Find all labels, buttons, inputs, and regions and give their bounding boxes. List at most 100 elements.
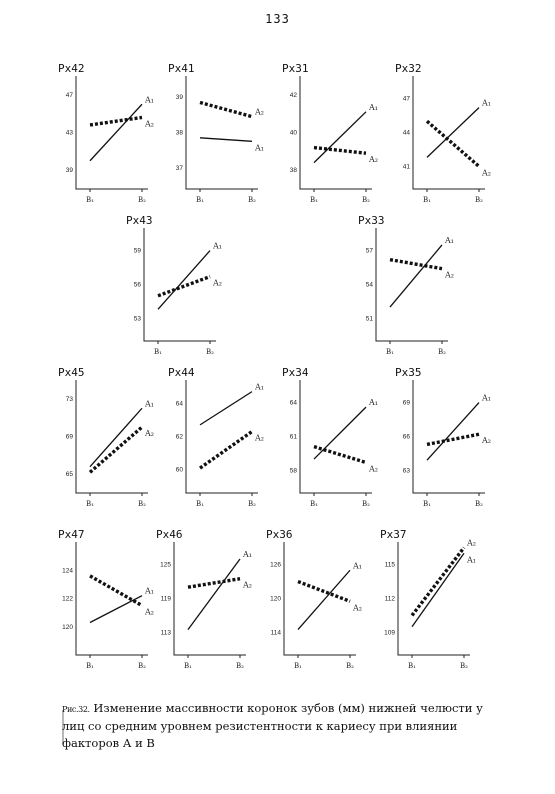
y-tick-label: 65	[66, 471, 74, 478]
y-tick-label: 38	[176, 130, 184, 137]
series-label: A₁	[144, 399, 154, 408]
series-label: A₂	[144, 119, 154, 128]
x-tick-label: B₂	[138, 196, 146, 204]
y-tick-label: 61	[290, 434, 298, 441]
axes	[412, 380, 485, 494]
x-tick-label: B₁	[86, 196, 94, 204]
series-label: A₁	[212, 242, 222, 251]
x-tick-label: B₁	[196, 196, 204, 204]
series-line-a1	[313, 111, 367, 164]
series-line-a2	[187, 577, 241, 589]
series-line-a2	[89, 574, 143, 608]
chart-title: Px34	[282, 366, 309, 379]
chart-title: Px44	[168, 366, 195, 379]
chart-title: Px36	[266, 528, 293, 541]
axes	[75, 380, 148, 494]
axes	[283, 542, 356, 656]
chart-px44: Px44 64 62 60 B₁ B₂ A₁ A₂	[168, 366, 280, 516]
series-line-a1	[89, 103, 143, 162]
caption-prefix: Рис.32.	[62, 705, 90, 714]
axes	[75, 76, 148, 190]
x-tick-label: B₂	[346, 662, 354, 670]
chart-plot: 64 61 58 B₁ B₂ A₁ A₂	[290, 380, 378, 508]
series-line-a1	[426, 107, 480, 158]
chart-plot: 47 43 39 B₁ B₂ A₁ A₂	[66, 76, 154, 204]
series-line-a1	[187, 558, 241, 630]
series-line-a1	[313, 406, 367, 460]
chart-title: Px32	[395, 62, 422, 75]
series-line-a2	[313, 445, 367, 465]
chart-px32: Px32 47 44 41 B₁ B₂ A₁ A₂	[395, 62, 507, 212]
chart-plot: 47 44 41 B₁ B₂ A₁ A₂	[403, 76, 491, 204]
chart-plot: 124 122 120 B₁ B₂ A₁ A₂	[62, 542, 154, 670]
x-tick-label: B₂	[460, 662, 468, 670]
series-label: A₂	[352, 603, 362, 612]
series-line-a2	[313, 145, 367, 155]
chart-plot: 73 69 65 B₁ B₂ A₁ A₂	[66, 380, 154, 508]
page-number: 133	[265, 12, 290, 26]
y-tick-label: 51	[366, 315, 374, 322]
y-tick-label: 114	[271, 629, 282, 636]
y-tick-label: 53	[134, 315, 142, 322]
series-line-a1	[89, 595, 143, 624]
series-label: A₁	[368, 398, 378, 407]
chart-plot: 42 40 38 B₁ B₂ A₁ A₂	[290, 76, 378, 204]
y-tick-label: 41	[403, 163, 411, 170]
axes	[143, 228, 216, 342]
chart-title: Px33	[358, 214, 385, 227]
x-tick-label: B₂	[206, 348, 214, 356]
chart-plot: 115 112 109 B₁ B₂ A₁ A₂	[384, 539, 476, 670]
axes	[173, 542, 246, 656]
y-tick-label: 42	[290, 92, 298, 99]
x-tick-label: B₁	[86, 662, 94, 670]
x-tick-label: B₁	[423, 196, 431, 204]
y-tick-label: 58	[290, 467, 298, 474]
series-label: A₁	[144, 95, 154, 104]
chart-px31: Px31 42 40 38 B₁ B₂ A₁ A₂	[282, 62, 394, 212]
series-label: A₁	[144, 587, 154, 596]
series-line-a2	[425, 119, 481, 168]
y-tick-label: 122	[62, 596, 73, 603]
series-line-a2	[199, 100, 253, 119]
x-tick-label: B₁	[310, 500, 318, 508]
y-tick-label: 43	[66, 130, 74, 137]
y-tick-label: 64	[290, 400, 298, 407]
chart-px47: Px47 124 122 120 B₁ B₂ A₁ A₂	[58, 528, 170, 678]
y-tick-label: 57	[366, 248, 374, 255]
x-tick-label: B₂	[438, 348, 446, 356]
y-tick-label: 120	[270, 596, 281, 603]
y-tick-label: 125	[160, 562, 171, 569]
margin-mark	[62, 710, 64, 744]
chart-title: Px41	[168, 62, 195, 75]
chart-px46: Px46 125 119 113 B₁ B₂ A₁ A₂	[156, 528, 268, 678]
x-tick-label: B₂	[248, 196, 256, 204]
x-tick-label: B₂	[475, 196, 483, 204]
series-line-a1	[411, 552, 465, 628]
caption-text: Изменение массивности коронок зубов (мм)…	[62, 701, 483, 750]
series-line-a1	[389, 244, 443, 308]
chart-px33: Px33 57 54 51 B₁ B₂ A₁ A₂	[358, 214, 470, 364]
series-label: A₁	[368, 103, 378, 112]
chart-px36: Px36 126 120 114 B₁ B₂ A₁ A₂	[266, 528, 378, 678]
series-label: A₂	[368, 464, 378, 473]
series-line-a2	[389, 257, 443, 271]
x-tick-label: B₂	[362, 500, 370, 508]
series-label: A₂	[212, 279, 222, 288]
y-tick-label: 64	[176, 400, 184, 407]
y-tick-label: 56	[134, 282, 142, 289]
chart-plot: 125 119 113 B₁ B₂ A₁ A₂	[160, 542, 252, 670]
chart-title: Px31	[282, 62, 309, 75]
series-label: A₁	[466, 555, 476, 564]
series-label: A₂	[144, 429, 154, 438]
x-tick-label: B₁	[184, 662, 192, 670]
series-label: A₂	[368, 155, 378, 164]
x-tick-label: B₂	[236, 662, 244, 670]
y-tick-label: 120	[62, 624, 73, 631]
series-line-a2	[426, 432, 480, 447]
y-tick-label: 39	[176, 94, 184, 101]
y-tick-label: 60	[176, 467, 184, 474]
y-tick-label: 39	[66, 167, 74, 174]
chart-plot: 126 120 114 B₁ B₂ A₁ A₂	[270, 542, 362, 670]
y-tick-label: 44	[403, 130, 411, 137]
x-tick-label: B₁	[408, 662, 416, 670]
